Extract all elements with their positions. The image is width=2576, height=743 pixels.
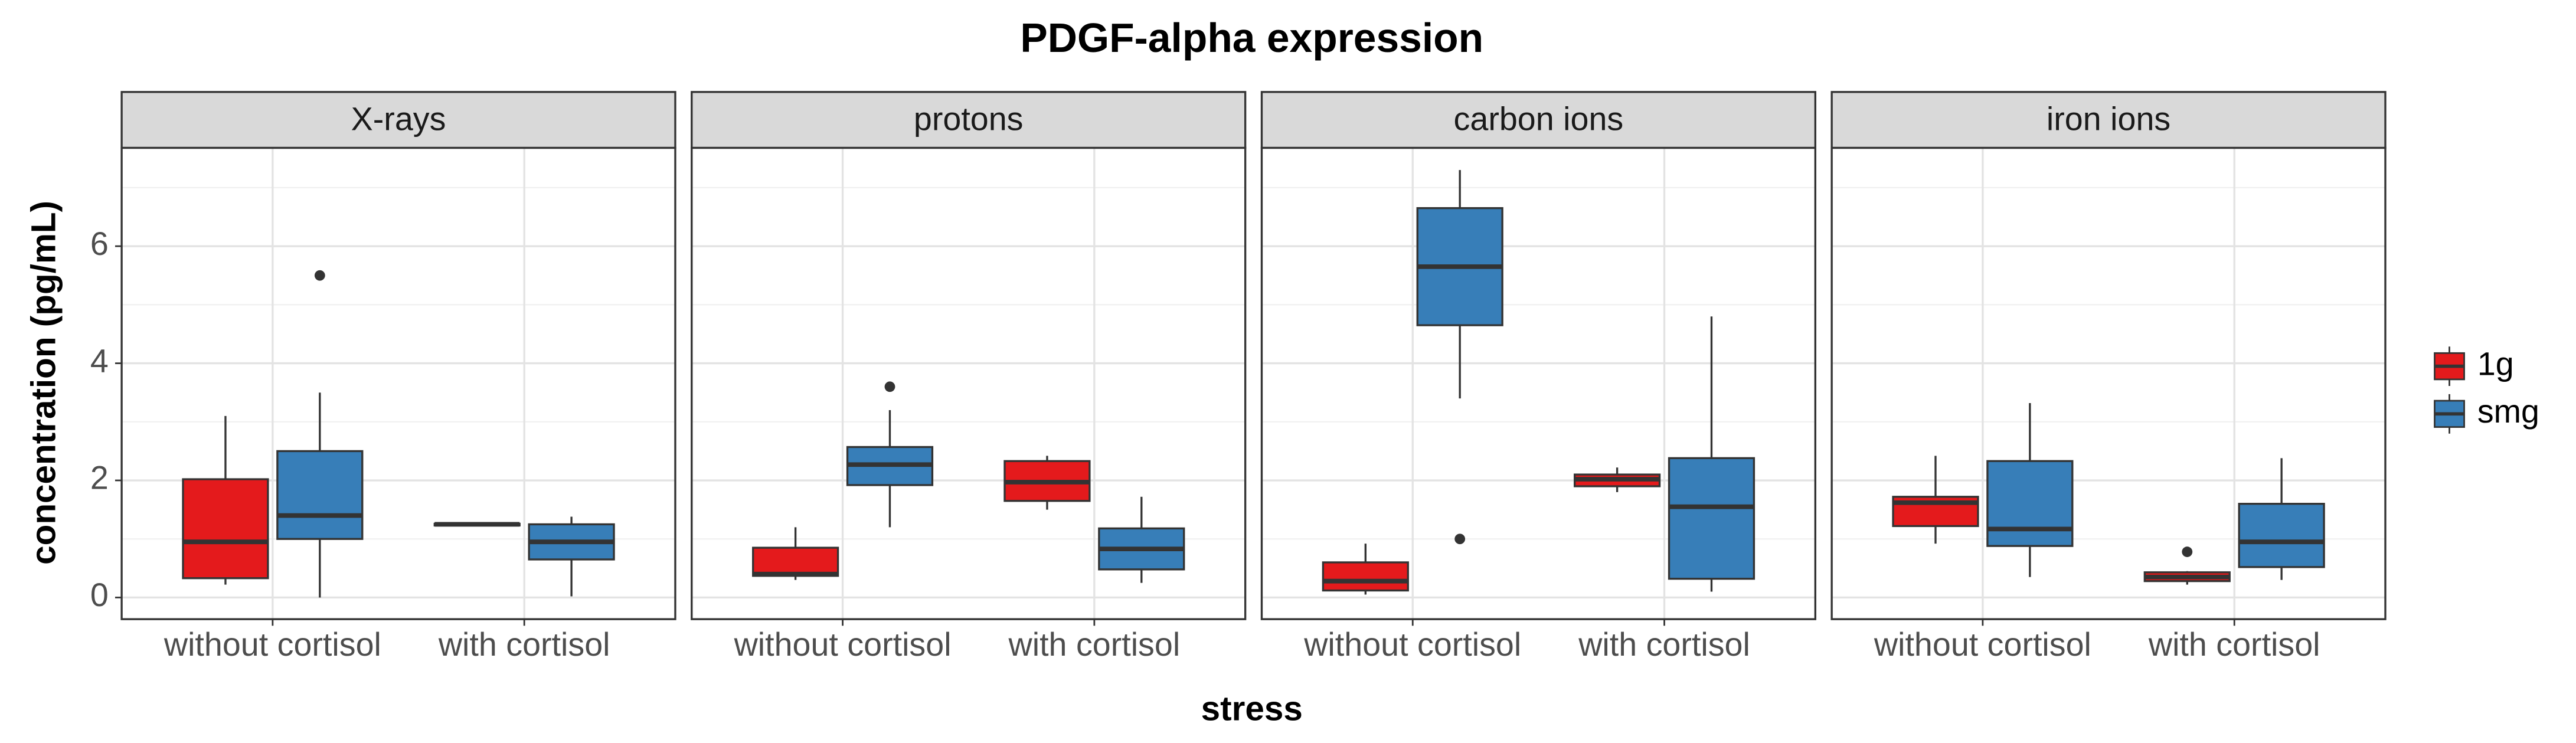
strip-label: protons	[914, 101, 1024, 138]
chart-title: PDGF-alpha expression	[1020, 15, 1483, 61]
x-tick-label: with cortisol	[2148, 626, 2320, 663]
outlier	[2182, 546, 2193, 557]
strip	[691, 91, 1247, 149]
x-tick-label: without cortisol	[734, 626, 952, 663]
y-tick-label: 4	[90, 342, 109, 379]
outlier	[314, 270, 325, 281]
x-tick-label: without cortisol	[164, 626, 381, 663]
box	[1668, 457, 1756, 580]
x-tick-label: without cortisol	[1303, 626, 1521, 663]
box	[1322, 561, 1409, 592]
strip-label: iron ions	[2047, 101, 2170, 138]
x-axis-label: stress	[1201, 689, 1303, 728]
outlier	[884, 381, 895, 392]
strip	[1830, 91, 2387, 149]
y-tick-label: 2	[90, 460, 109, 496]
y-tick-label: 0	[90, 577, 109, 613]
y-axis-label: concentration (pg/mL)	[25, 201, 63, 565]
strip	[1260, 91, 1816, 149]
box	[182, 478, 269, 580]
box	[752, 546, 839, 577]
x-tick-label: with cortisol	[1578, 626, 1750, 663]
box	[2238, 503, 2325, 568]
x-tick-label: with cortisol	[438, 626, 610, 663]
legend-label: smg	[2477, 393, 2539, 430]
strip-label: X-rays	[351, 101, 446, 138]
y-tick-label: 6	[90, 225, 109, 262]
x-tick-label: with cortisol	[1008, 626, 1181, 663]
box	[276, 450, 364, 540]
box	[1986, 460, 2074, 547]
outlier	[1454, 533, 1466, 545]
legend-label: 1g	[2477, 345, 2514, 382]
strip-label: carbon ions	[1454, 101, 1624, 138]
strip	[120, 91, 676, 149]
x-tick-label: without cortisol	[1874, 626, 2091, 663]
